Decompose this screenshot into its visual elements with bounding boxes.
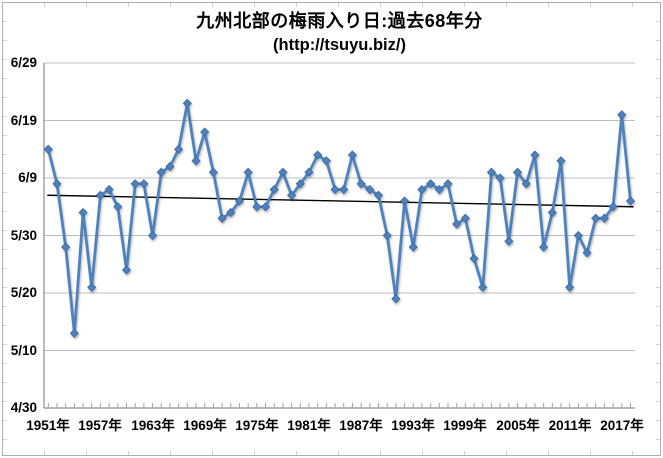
x-axis-label: 1975年 [235, 418, 279, 433]
x-axis-label: 1987年 [339, 418, 383, 433]
y-axis-label: 5/30 [10, 228, 37, 243]
y-axis-label: 6/29 [10, 55, 37, 70]
title-block: 九州北部の梅雨入り日:過去68年分 (http://tsuyu.biz/) [44, 7, 635, 55]
x-axis-label: 1963年 [131, 418, 175, 433]
x-axis-label: 2011年 [548, 418, 592, 433]
x-axis-label: 2017年 [600, 418, 644, 433]
x-axis-label: 1951年 [26, 418, 70, 433]
x-axis-label: 2005年 [496, 418, 540, 433]
y-axis-label: 6/9 [18, 170, 37, 185]
y-axis-label: 4/30 [10, 400, 37, 415]
chart-subtitle: (http://tsuyu.biz/) [273, 36, 406, 54]
y-axis-label: 5/20 [10, 285, 37, 300]
x-axis-label: 1969年 [183, 418, 227, 433]
x-axis-label: 1957年 [78, 418, 122, 433]
y-axis-label: 5/10 [10, 343, 37, 358]
y-axis-label: 6/19 [10, 113, 37, 128]
chart-title: 九州北部の梅雨入り日:過去68年分 [196, 11, 483, 31]
x-axis-label: 1993年 [391, 418, 435, 433]
x-axis-label: 1999年 [443, 418, 487, 433]
x-axis-label: 1981年 [287, 418, 331, 433]
